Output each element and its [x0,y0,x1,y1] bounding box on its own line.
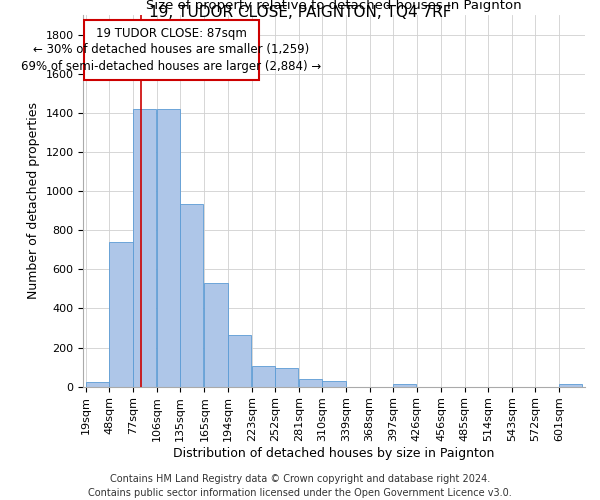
X-axis label: Distribution of detached houses by size in Paignton: Distribution of detached houses by size … [173,447,495,460]
Bar [228,335,251,386]
Bar [393,384,416,386]
Text: 69% of semi-detached houses are larger (2,884) →: 69% of semi-detached houses are larger (… [22,60,322,73]
Text: ← 30% of detached houses are smaller (1,259): ← 30% of detached houses are smaller (1,… [34,43,310,56]
Bar [275,368,298,386]
Title: Size of property relative to detached houses in Paignton: Size of property relative to detached ho… [146,0,522,12]
Bar [322,381,346,386]
Bar [157,109,179,386]
Text: 19 TUDOR CLOSE: 87sqm: 19 TUDOR CLOSE: 87sqm [96,26,247,40]
Y-axis label: Number of detached properties: Number of detached properties [27,102,40,300]
Text: 19, TUDOR CLOSE, PAIGNTON, TQ4 7RF: 19, TUDOR CLOSE, PAIGNTON, TQ4 7RF [149,5,451,20]
Bar [299,379,322,386]
Bar [205,283,227,387]
Bar [109,242,133,386]
Bar [251,366,275,386]
Text: Contains HM Land Registry data © Crown copyright and database right 2024.
Contai: Contains HM Land Registry data © Crown c… [88,474,512,498]
Bar [86,382,109,386]
Bar [559,384,582,386]
Bar [84,20,259,80]
Bar [133,109,156,386]
Bar [180,204,203,386]
